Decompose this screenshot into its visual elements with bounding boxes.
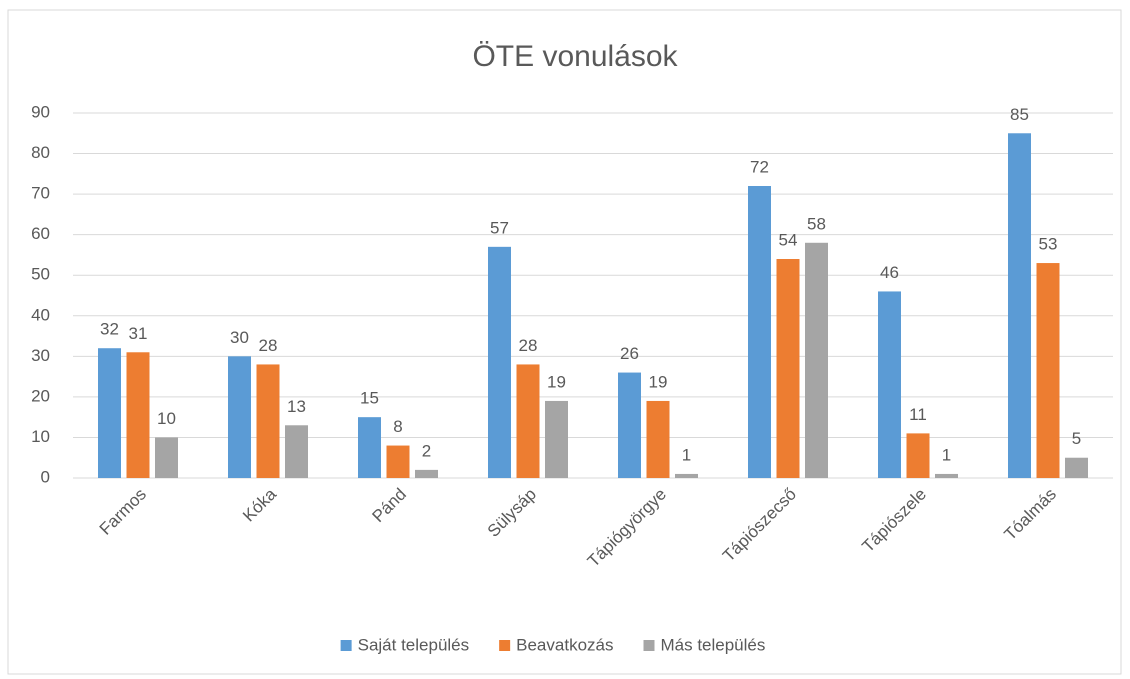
bar <box>906 433 930 478</box>
bar <box>155 437 178 478</box>
legend-swatch <box>340 640 352 651</box>
y-tick-label: 10 <box>31 427 50 446</box>
data-label: 54 <box>779 230 798 249</box>
data-label: 53 <box>1039 235 1058 254</box>
y-tick-label: 70 <box>31 184 50 203</box>
bar <box>545 400 568 478</box>
data-label: 31 <box>129 324 148 343</box>
bar <box>646 400 670 478</box>
data-label: 1 <box>942 445 951 464</box>
bar <box>1008 133 1031 478</box>
data-label: 11 <box>909 405 927 424</box>
legend-label: Saját település <box>358 635 470 654</box>
bar <box>935 473 958 478</box>
data-label: 19 <box>649 372 668 391</box>
data-label: 85 <box>1010 105 1029 124</box>
legend-label: Más település <box>660 635 765 654</box>
bar <box>516 364 540 478</box>
bar <box>1036 263 1060 478</box>
y-tick-label: 40 <box>31 305 50 324</box>
data-label: 13 <box>287 397 306 416</box>
data-label: 26 <box>620 344 639 363</box>
y-tick-label: 0 <box>41 467 50 486</box>
data-label: 32 <box>100 320 119 339</box>
data-label: 30 <box>230 328 249 347</box>
data-label: 10 <box>157 409 176 428</box>
y-tick-label: 80 <box>31 143 50 162</box>
chart-frame <box>7 9 1122 675</box>
y-tick-label: 50 <box>31 265 50 284</box>
data-label: 1 <box>682 445 691 464</box>
data-label: 46 <box>880 263 899 282</box>
data-label: 15 <box>360 389 379 408</box>
data-label: 28 <box>519 336 538 355</box>
data-label: 8 <box>393 417 402 436</box>
chart-title: ÖTE vonulások <box>472 40 678 73</box>
data-label: 57 <box>490 218 509 237</box>
bar <box>386 445 410 478</box>
bar <box>1065 457 1088 478</box>
y-tick-label: 90 <box>31 102 50 121</box>
bar <box>878 291 901 478</box>
bar <box>256 364 280 478</box>
bar <box>776 259 800 478</box>
bar <box>126 352 150 478</box>
bar <box>98 348 121 478</box>
bar <box>805 242 828 478</box>
bar <box>488 246 511 478</box>
data-label: 58 <box>807 214 826 233</box>
data-label: 5 <box>1072 429 1081 448</box>
y-tick-label: 60 <box>31 224 50 243</box>
data-label: 28 <box>259 336 278 355</box>
bar <box>415 469 438 478</box>
y-tick-label: 30 <box>31 346 50 365</box>
bar <box>228 356 251 478</box>
bar <box>748 186 771 478</box>
bar <box>285 425 308 478</box>
legend-swatch <box>643 640 655 651</box>
legend-label: Beavatkozás <box>516 635 613 654</box>
data-label: 72 <box>750 157 769 176</box>
legend-swatch <box>499 640 511 651</box>
data-label: 2 <box>422 441 431 460</box>
data-label: 19 <box>547 372 566 391</box>
bar <box>675 473 698 478</box>
bar <box>358 417 381 478</box>
bar <box>618 372 641 478</box>
y-tick-label: 20 <box>31 386 50 405</box>
